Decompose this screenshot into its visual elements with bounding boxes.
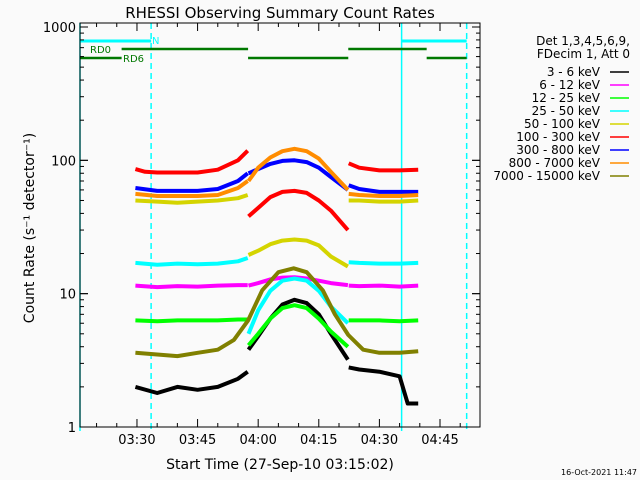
series-lines <box>134 146 419 406</box>
series-line-4 <box>348 198 419 204</box>
series-line-7 <box>135 179 249 198</box>
y-tick-label: 10 <box>59 288 76 303</box>
series-line-6 <box>135 171 249 193</box>
chart-title: RHESSI Observing Summary Count Rates <box>125 4 435 22</box>
legend-label: 25 - 50 keV <box>532 104 601 118</box>
y-tick-label: 1 <box>68 421 76 436</box>
legend-header-line-2: FDecim 1, Att 0 <box>537 47 630 61</box>
series-line-2 <box>135 317 248 324</box>
series-line-4 <box>247 237 349 269</box>
series-line-2 <box>246 303 350 349</box>
series-line-5 <box>134 149 250 175</box>
x-tick-label: 04:15 <box>300 433 337 448</box>
legend: Det 1,3,4,5,6,9, FDecim 1, Att 0 3 - 6 k… <box>493 34 630 183</box>
legend-label: 300 - 800 keV <box>516 143 600 157</box>
series-line-5 <box>347 161 419 173</box>
y-tick-label: 1000 <box>43 21 76 36</box>
series-line-4 <box>135 193 249 205</box>
legend-label: 50 - 100 keV <box>524 117 601 131</box>
legend-label: 800 - 7000 keV <box>509 156 601 170</box>
series-line-8 <box>135 266 419 359</box>
legend-header-line-1: Det 1,3,4,5,6,9, <box>536 34 630 48</box>
y-tick-label: 100 <box>51 154 76 169</box>
series-line-5 <box>247 188 350 232</box>
series-line-6 <box>247 158 350 192</box>
footer-timestamp: 16-Oct-2021 11:47 <box>561 468 637 477</box>
series-line-2 <box>348 318 419 324</box>
state-label-rd6: RD6 <box>123 54 144 65</box>
x-tick-label: 03:30 <box>118 433 155 448</box>
axes: 03:30 03:45 04:00 04:15 04:30 04:45 1 10 100 1000 <box>43 21 481 448</box>
series-line-3 <box>348 260 419 266</box>
series-line-7 <box>246 146 350 192</box>
series-line-7 <box>348 191 419 198</box>
series-line-3 <box>135 256 249 267</box>
series-line-6 <box>348 183 419 194</box>
state-label-rd0: RD0 <box>90 45 111 56</box>
x-tick-label: 03:45 <box>179 433 216 448</box>
state-bars: N RD0 RD6 <box>80 36 467 65</box>
legend-label: 6 - 12 keV <box>539 78 601 92</box>
legend-label: 100 - 300 keV <box>516 130 600 144</box>
legend-label: 12 - 25 keV <box>532 91 601 105</box>
x-tick-label: 04:30 <box>361 433 398 448</box>
state-label-n: N <box>152 36 159 47</box>
x-tick-label: 04:45 <box>421 433 458 448</box>
y-axis-label: Count Rate (s⁻¹ detector⁻¹) <box>22 133 38 323</box>
series-line-0 <box>348 365 419 406</box>
series-line-1 <box>135 283 248 290</box>
legend-label: 3 - 6 keV <box>547 65 601 79</box>
plot-frame <box>79 22 481 428</box>
x-axis-label: Start Time (27-Sep-10 03:15:02) <box>166 457 394 473</box>
x-tick-label: 04:00 <box>239 433 276 448</box>
series-line-0 <box>134 370 249 395</box>
series-line-1 <box>348 283 419 289</box>
legend-label: 7000 - 15000 keV <box>493 169 600 183</box>
